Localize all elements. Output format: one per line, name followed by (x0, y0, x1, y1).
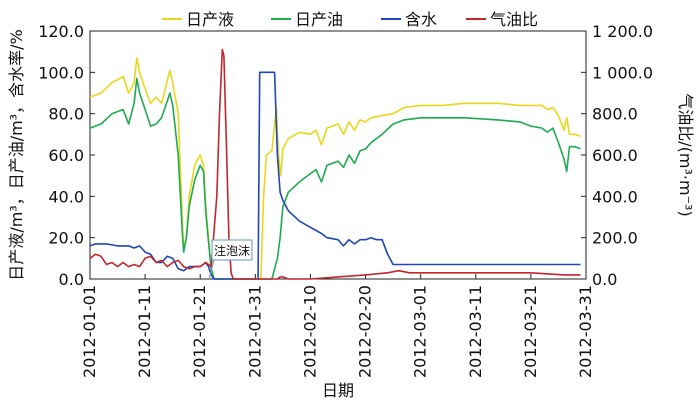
y-right-tick-label: 0.0 (592, 270, 617, 289)
y-left-tick-label: 80.0 (48, 105, 84, 124)
x-tick-label: 2012-01-01 (80, 285, 99, 378)
x-tick-label: 2012-01-21 (190, 285, 209, 378)
y-right-tick-label: 200.0 (592, 229, 638, 248)
annotation: 注泡沫 (208, 239, 253, 280)
x-tick-label: 2012-02-20 (356, 285, 375, 378)
x-tick-label: 2012-03-21 (521, 285, 540, 378)
y-left-tick-label: 60.0 (48, 146, 84, 165)
axes: 0.0 20.0 40.0 60.0 80.0 100.0 120.0 0.0 200.0 400… (7, 22, 695, 400)
x-tick-label: 2012-03-01 (411, 285, 430, 378)
legend-label-1: 日产液 (186, 10, 234, 29)
y-left-tick-label: 40.0 (48, 187, 84, 206)
annotation-box (211, 239, 253, 261)
legend-label-4: 气油比 (490, 10, 538, 29)
annotation-text: 注泡沫 (214, 243, 250, 258)
y-right-tick-label: 600.0 (592, 146, 638, 165)
x-axis-title: 日期 (322, 381, 354, 400)
y-left-tick-label: 20.0 (48, 229, 84, 248)
legend-label-2: 日产油 (295, 10, 343, 29)
annotation-leader (208, 259, 215, 280)
x-tick-label: 2012-01-11 (135, 285, 154, 378)
y-right-axis-title: 气油比/(m³·m⁻³) (676, 93, 695, 216)
legend: 日产液 日产油 含水 气油比 (162, 10, 538, 29)
y-right-tick-label: 400.0 (592, 187, 638, 206)
y-right-tick-label: 1 200.0 (592, 22, 653, 41)
y-left-axis-title: 日产液/m³，日产油/m³，含水率/% (7, 29, 26, 280)
y-left-tick-label: 100.0 (38, 63, 84, 82)
x-tick-label: 2012-01-31 (245, 285, 264, 378)
series-line-3 (89, 71, 581, 280)
series-line-2 (89, 77, 581, 280)
y-left-tick-label: 120.0 (38, 22, 84, 41)
series-line-4 (89, 48, 581, 280)
x-tick-label: 2012-02-10 (300, 285, 319, 378)
plot-area (89, 48, 581, 280)
y-right-tick-label: 800.0 (592, 105, 638, 124)
y-right-tick-label: 1 000.0 (592, 63, 653, 82)
legend-label-3: 含水 (405, 10, 437, 29)
series-line-1 (89, 57, 581, 280)
y-left-tick-label: 0.0 (59, 270, 84, 289)
x-tick-label: 2012-03-11 (466, 285, 485, 378)
plot-frame (89, 30, 587, 280)
x-tick-label: 2012-03-31 (576, 285, 595, 378)
